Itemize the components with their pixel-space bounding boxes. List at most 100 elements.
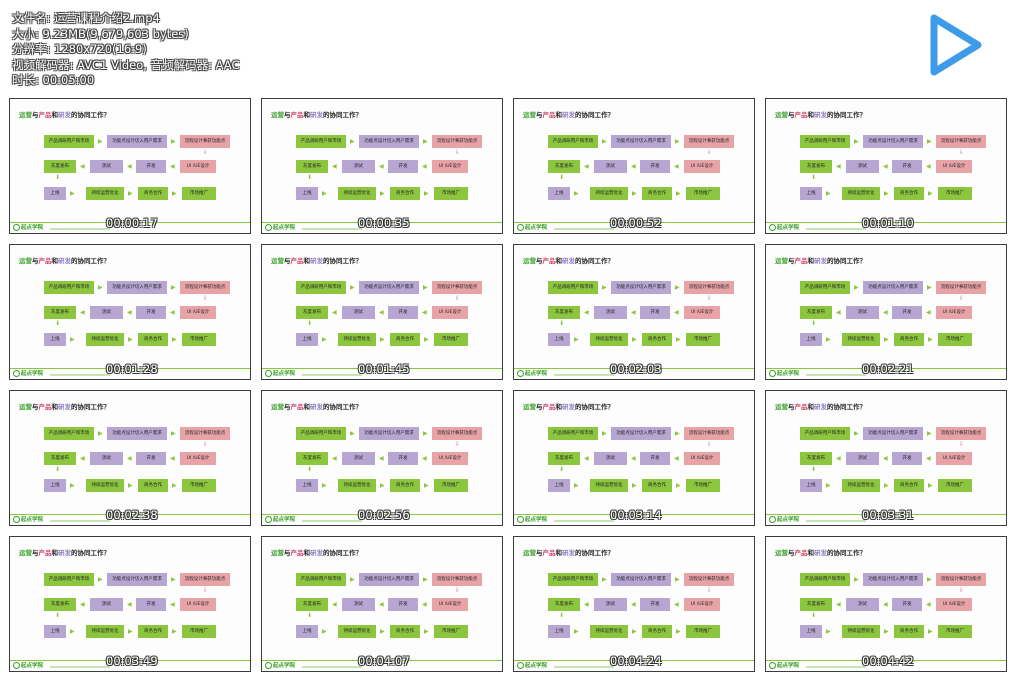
flow-box: 商务合作: [894, 625, 924, 638]
flow-box: 持续运营优化: [338, 187, 376, 200]
arrow-icon: ◀: [836, 309, 841, 316]
arrow-icon: ▶: [676, 336, 681, 343]
flow-box: 流程设计事获功能点: [684, 135, 734, 148]
flow-box: 持续运营优化: [842, 479, 880, 492]
footer-line: [514, 222, 754, 223]
flow-box: 市场推广: [434, 187, 468, 200]
play-icon[interactable]: [926, 10, 986, 80]
arrow-icon: ⬇: [55, 612, 61, 619]
flow-box: 流程设计事获功能点: [180, 427, 230, 440]
logo-icon: [265, 662, 272, 669]
slide-title-part: 和: [555, 549, 563, 557]
flow-box: 市场推广: [686, 479, 720, 492]
timestamp-label: 00:04:42: [862, 654, 914, 668]
filename-text: 文件名: 运营课程介绍2.mp4: [12, 11, 160, 25]
video-thumbnail[interactable]: 运营与产品和研发的协同工作？ 产品调研用户和市场 ▶ 功能点设计切入用户需求 ▶ 流程设计…: [9, 244, 251, 380]
arrow-icon: ◀: [631, 309, 636, 316]
slide-title-part: 产品: [542, 549, 556, 557]
logo-icon: [517, 516, 524, 523]
arrow-icon: ⬇: [55, 466, 61, 473]
flow-box: 市场推广: [182, 479, 216, 492]
video-thumbnail[interactable]: 运营与产品和研发的协同工作？ 产品调研用户和市场 ▶ 功能点设计切入用户需求 ▶ 流程设计…: [261, 98, 503, 234]
arrow-icon: ▶: [826, 482, 831, 489]
flow-box: 开发: [388, 160, 418, 173]
arrow-icon: ▶: [424, 190, 429, 197]
video-thumbnail[interactable]: 运营与产品和研发的协同工作？ 产品调研用户和市场 ▶ 功能点设计切入用户需求 ▶ 流程设计…: [261, 244, 503, 380]
video-thumbnail[interactable]: 运营与产品和研发的协同工作？ 产品调研用户和市场 ▶ 功能点设计切入用户需求 ▶ 流程设计…: [513, 98, 755, 234]
video-thumbnail[interactable]: 运营与产品和研发的协同工作？ 产品调研用户和市场 ▶ 功能点设计切入用户需求 ▶ 流程设计…: [9, 98, 251, 234]
slide-title-part: 运营: [523, 257, 536, 265]
flow-box: 流程设计事获功能点: [180, 573, 230, 586]
arrow-icon: ⬇: [559, 320, 565, 327]
video-thumbnail[interactable]: 运营与产品和研发的协同工作？ 产品调研用户和市场 ▶ 功能点设计切入用户需求 ▶ 流程设计…: [513, 244, 755, 380]
arrow-icon: ◀: [836, 163, 841, 170]
timestamp-label: 00:02:56: [358, 508, 410, 522]
video-thumbnail[interactable]: 运营与产品和研发的协同工作？ 产品调研用户和市场 ▶ 功能点设计切入用户需求 ▶ 流程设计…: [765, 390, 1007, 526]
arrow-icon: ⬇: [307, 612, 313, 619]
slide-title: 运营与产品和研发的协同工作？: [271, 401, 362, 411]
arrow-icon: ◀: [631, 455, 636, 462]
video-thumbnail[interactable]: 运营与产品和研发的协同工作？ 产品调研用户和市场 ▶ 功能点设计切入用户需求 ▶ 流程设计…: [513, 390, 755, 526]
flow-box: 开发: [640, 598, 670, 611]
slide-title-part: 与: [788, 257, 795, 265]
video-thumbnail[interactable]: 运营与产品和研发的协同工作？ 产品调研用户和市场 ▶ 功能点设计切入用户需求 ▶ 流程设计…: [765, 536, 1007, 672]
flow-box: UI /UE设计: [432, 306, 468, 319]
flow-box: 产品调研用户和市场: [296, 281, 346, 294]
logo-icon: [769, 662, 776, 669]
flow-box: UI /UE设计: [684, 160, 720, 173]
slide-title-part: 的协同工作？: [827, 111, 866, 119]
footnote-bar: [806, 666, 866, 668]
flow-box: UI /UE设计: [180, 306, 216, 319]
slide-title-part: 研发: [310, 111, 323, 119]
slide-title: 运营与产品和研发的协同工作？: [775, 255, 866, 265]
slide-title-part: 与: [284, 111, 291, 119]
video-thumbnail[interactable]: 运营与产品和研发的协同工作？ 产品调研用户和市场 ▶ 功能点设计切入用户需求 ▶ 流程设计…: [765, 244, 1007, 380]
video-thumbnail[interactable]: 运营与产品和研发的协同工作？ 产品调研用户和市场 ▶ 功能点设计切入用户需求 ▶ 流程设计…: [261, 390, 503, 526]
flow-box: 流程设计事获功能点: [936, 427, 986, 440]
slide-title-part: 和: [555, 403, 563, 411]
video-thumbnail[interactable]: 运营与产品和研发的协同工作？ 产品调研用户和市场 ▶ 功能点设计切入用户需求 ▶ 流程设计…: [513, 536, 755, 672]
arrow-icon: ◀: [170, 163, 175, 170]
flow-box: 持续运营优化: [590, 187, 628, 200]
footer-line: [262, 368, 502, 369]
timestamp-label: 00:03:31: [862, 508, 914, 522]
flow-box: UI /UE设计: [432, 452, 468, 465]
video-thumbnail[interactable]: 运营与产品和研发的协同工作？ 产品调研用户和市场 ▶ 功能点设计切入用户需求 ▶ 流程设计…: [261, 536, 503, 672]
arrow-icon: ◀: [926, 163, 931, 170]
video-thumbnail[interactable]: 运营与产品和研发的协同工作？ 产品调研用户和市场 ▶ 功能点设计切入用户需求 ▶ 流程设计…: [9, 536, 251, 672]
arrow-icon: ▶: [884, 628, 889, 635]
footnote-bar: [554, 374, 614, 376]
slide-title-part: 和: [51, 549, 59, 557]
flow-box: UI /UE设计: [180, 452, 216, 465]
slide-title-part: 的协同工作？: [575, 111, 614, 119]
slide-title-part: 与: [788, 549, 795, 557]
footnote-bar: [302, 520, 362, 522]
slide-title-part: 与: [536, 549, 543, 557]
slide-title-part: 与: [536, 403, 543, 411]
footnote-bar: [50, 228, 110, 230]
flow-box: 市场推广: [938, 187, 972, 200]
arrow-icon: ▶: [927, 138, 932, 145]
arrow-icon: ▶: [128, 336, 133, 343]
flow-box: 灰度发布: [800, 306, 832, 319]
video-thumbnail[interactable]: 运营与产品和研发的协同工作？ 产品调研用户和市场 ▶ 功能点设计切入用户需求 ▶ 流程设计…: [9, 390, 251, 526]
slide-title-part: 运营: [19, 111, 32, 119]
flow-box: 商务合作: [642, 625, 672, 638]
logo: 起点学院: [13, 369, 43, 377]
flow-box: 开发: [136, 306, 166, 319]
logo-text: 起点学院: [525, 517, 548, 523]
footer-line: [262, 222, 502, 223]
arrow-icon: ▶: [574, 482, 579, 489]
flow-box: 测试: [594, 306, 627, 319]
arrow-icon: ▶: [602, 576, 607, 583]
video-thumbnail[interactable]: 运营与产品和研发的协同工作？ 产品调研用户和市场 ▶ 功能点设计切入用户需求 ▶ 流程设计…: [765, 98, 1007, 234]
slide-title-part: 研发: [814, 111, 827, 119]
flow-box: 市场推广: [686, 625, 720, 638]
flow-box: UI /UE设计: [432, 160, 468, 173]
slide-title: 运营与产品和研发的协同工作？: [523, 401, 614, 411]
slide-title-part: 产品: [542, 403, 556, 411]
slide-title: 运营与产品和研发的协同工作？: [271, 547, 362, 557]
flow-box: 开发: [640, 160, 670, 173]
slide-title-part: 和: [807, 111, 815, 119]
flow-box: 持续运营优化: [842, 625, 880, 638]
